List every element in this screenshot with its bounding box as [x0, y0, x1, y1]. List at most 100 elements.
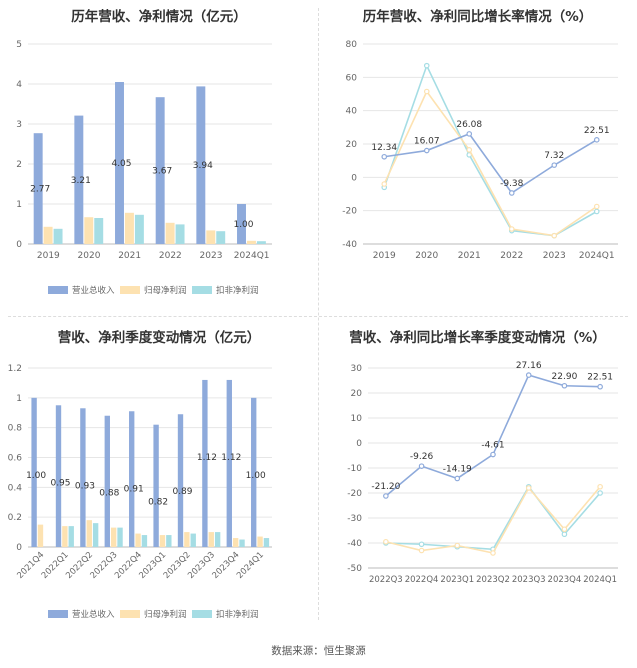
- y-tick-label: -40: [342, 240, 357, 250]
- data-point: [466, 131, 473, 137]
- y-tick-label: 10: [351, 414, 363, 424]
- bar: [177, 414, 184, 547]
- horizontal-divider: [8, 316, 628, 317]
- data-label: 1.00: [26, 471, 46, 481]
- y-tick-label: 0: [16, 240, 22, 250]
- legend-swatch: [48, 286, 68, 294]
- annual-line-panel: 历年营收、净利同比增长率情况（%） -40 -20 0 20 40 60 80 12.34 16…: [318, 0, 637, 316]
- data-point: [418, 547, 425, 554]
- x-tick-label: 2020: [415, 251, 438, 261]
- data-point: [490, 451, 496, 458]
- x-tick-label: 2022: [159, 251, 182, 261]
- legend-swatch: [120, 286, 140, 294]
- bar: [80, 408, 86, 547]
- data-point: [381, 181, 388, 187]
- y-tick-label: 0.2: [8, 513, 22, 523]
- bar: [74, 115, 84, 244]
- data-point: [561, 531, 568, 538]
- data-label: 26.08: [456, 120, 482, 130]
- y-tick-label: 5: [16, 40, 22, 50]
- data-label: 12.34: [371, 143, 397, 153]
- data-label: 22.51: [587, 373, 613, 383]
- bar: [153, 424, 159, 547]
- data-point: [561, 382, 568, 389]
- data-label: 16.07: [414, 137, 440, 147]
- vertical-divider: [318, 8, 319, 620]
- bar: [43, 226, 53, 244]
- bar: [104, 415, 110, 547]
- bar: [110, 527, 117, 547]
- data-label: 0.88: [99, 489, 119, 499]
- x-tick-label: 2023: [543, 251, 566, 261]
- bar: [86, 520, 92, 547]
- y-tick-label: 20: [346, 140, 358, 150]
- legend-swatch: [192, 286, 212, 294]
- y-tick-label: 4: [16, 80, 22, 90]
- quarter-line-chart: -50 -40 -30 -20 -10 0 10 20 30 -21.20 -9.26 -14.19 -…: [347, 361, 618, 585]
- series-line: [383, 89, 598, 237]
- legend-label: 营业总收入: [72, 609, 115, 620]
- bar: [37, 524, 44, 547]
- y-tick-label: 1: [16, 200, 22, 210]
- chart-title: 历年营收、净利同比增长率情况（%）: [362, 9, 593, 25]
- data-label: -14.19: [443, 464, 472, 474]
- x-tick-label: 2024Q1: [583, 575, 617, 585]
- annual-bar-chart: 0 1 2 3 4 5 2.77 3.21 4.05 3.67 3.94 1.00 2019 2020 20…: [16, 40, 272, 296]
- y-tick-label: 0: [356, 439, 362, 449]
- bar: [251, 397, 257, 547]
- y-tick-label: 30: [351, 364, 363, 374]
- bar: [115, 82, 124, 244]
- data-label: 22.51: [584, 126, 610, 136]
- data-point: [383, 538, 389, 545]
- series-line: [384, 132, 598, 195]
- bar: [94, 218, 104, 244]
- bar: [134, 214, 144, 244]
- data-label: 1.00: [233, 220, 253, 230]
- y-tick-label: -20: [347, 489, 362, 499]
- y-tick-label: 0.6: [8, 454, 23, 464]
- bar: [31, 397, 37, 547]
- data-label: -9.26: [410, 452, 434, 462]
- data-point: [551, 232, 558, 239]
- data-label: 3.67: [152, 167, 172, 177]
- legend-swatch: [48, 610, 68, 618]
- data-label: 27.16: [516, 361, 542, 371]
- y-tick-label: -10: [347, 464, 362, 474]
- data-point: [525, 372, 532, 378]
- quarter-line-panel: 营收、净利同比增长率季度变动情况（%） -50 -40 -30 -20 -10 0 10 20…: [318, 316, 637, 636]
- data-point: [551, 162, 558, 168]
- x-tick-label: 2023Q3: [512, 575, 546, 585]
- legend-label: 营业总收入: [72, 285, 115, 296]
- bar: [206, 230, 216, 244]
- bar: [237, 204, 246, 244]
- chart-title: 营收、净利同比增长率季度变动情况（%）: [349, 330, 606, 346]
- y-tick-label: 1.2: [8, 364, 22, 374]
- legend-label: 扣非净利润: [216, 609, 259, 620]
- data-point: [454, 475, 461, 482]
- data-point: [593, 208, 600, 215]
- y-tick-label: 80: [346, 40, 358, 50]
- bar: [135, 533, 141, 547]
- data-point: [597, 483, 603, 490]
- y-tick-label: 0: [351, 173, 357, 183]
- data-label: 3.94: [193, 161, 213, 171]
- bar: [232, 538, 239, 547]
- data-label: 0.93: [75, 481, 95, 491]
- data-label: 0.95: [50, 478, 70, 488]
- x-tick-label: 2021: [118, 251, 141, 261]
- data-point: [597, 490, 603, 496]
- legend-label: 扣非净利润: [216, 285, 259, 296]
- bar: [84, 217, 94, 244]
- x-tick-label: 2022Q4: [405, 575, 439, 585]
- legend-label: 归母净利润: [144, 609, 187, 620]
- data-label: 22.90: [552, 372, 578, 382]
- y-tick-label: 0: [16, 543, 22, 553]
- data-point: [561, 526, 568, 533]
- data-point: [423, 88, 430, 95]
- bar: [68, 526, 74, 547]
- bar: [202, 379, 208, 547]
- bar: [33, 133, 43, 244]
- data-point: [597, 383, 603, 390]
- bar: [141, 535, 148, 547]
- quarter-bar-panel: 营收、净利季度变动情况（亿元） 0 0.2 0.4 0.6 0.8 1 1.2 1.00 0.9…: [0, 316, 318, 636]
